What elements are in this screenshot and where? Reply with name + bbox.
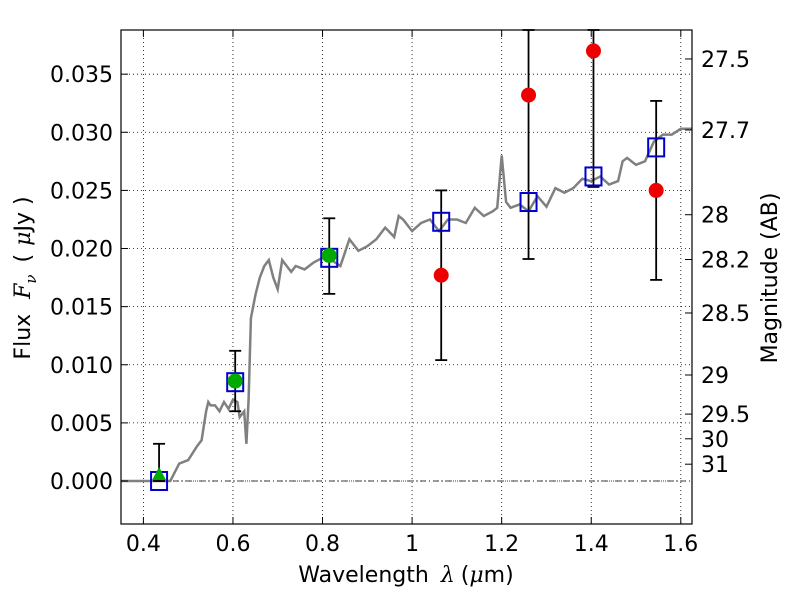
x-tick-label: 0.8 <box>305 532 340 557</box>
y-axis-label-unit-close: Jy ) <box>11 196 36 233</box>
y2-tick-label: 28.2 <box>701 249 750 274</box>
circle-marker <box>521 87 537 103</box>
x-tick-label: 0.6 <box>215 532 250 557</box>
y-axis-label-unit-mu: μ <box>11 232 36 246</box>
circle-marker <box>433 267 449 283</box>
square-marker <box>584 166 603 187</box>
y-axis-label-text: Flux <box>11 314 36 360</box>
y-tick-label: 0.000 <box>50 470 113 495</box>
y-tick-label: 0.030 <box>50 121 113 146</box>
y2-tick-label: 29.5 <box>701 403 750 428</box>
y2-tick-label: 30 <box>701 428 729 453</box>
y-tick-label: 0.015 <box>50 296 113 321</box>
y2-tick-label: 28 <box>701 204 729 229</box>
error-bars <box>153 29 663 482</box>
square-marker <box>519 192 538 213</box>
y-axis-label-subscript: ν <box>22 274 40 283</box>
x-axis-label: Wavelength λ (μm) <box>298 563 513 588</box>
x-axis-label-unit-close: m) <box>484 563 514 588</box>
axis-ticks: 0.4 0.6 0.8 1 1.2 1.4 1.6 0.000 0.005 0.010 0.015 0… <box>50 30 750 557</box>
y-tick-label: 0.010 <box>50 354 113 379</box>
square-marker <box>432 211 451 232</box>
x-tick-label: 1.4 <box>574 532 609 557</box>
x-axis-label-unit-open: ( <box>461 563 470 588</box>
x-axis-label-symbol: λ <box>440 563 455 588</box>
circle-marker <box>227 373 243 389</box>
model-spectrum-line <box>121 127 692 483</box>
x-tick-label: 0.4 <box>126 532 161 557</box>
triangle-marker <box>152 467 167 481</box>
x-axis-label-unit-mu: μ <box>469 563 483 588</box>
y-tick-label: 0.005 <box>50 412 113 437</box>
svg-text:Flux Fν(μJy ): Flux Fν ( μJy ) <box>11 196 40 359</box>
y2-tick-label: 31 <box>701 453 729 478</box>
y-axis-label: Flux Fν ( μJy ) <box>11 196 40 359</box>
y2-axis-label: Magnitude (AB) <box>758 193 783 364</box>
square-marker <box>226 372 245 393</box>
y2-tick-label: 29 <box>701 364 729 389</box>
circle-marker <box>585 43 601 59</box>
circle-marker <box>321 247 337 263</box>
plot-frame <box>120 29 693 525</box>
y2-tick-label: 27.5 <box>701 48 750 73</box>
square-marker <box>647 137 666 158</box>
x-tick-label: 1 <box>405 532 419 557</box>
y-axis-label-unit-open: ( <box>11 254 36 263</box>
y2-tick-label: 28.5 <box>701 302 750 327</box>
y2-axis-label-text: Magnitude (AB) <box>758 193 783 364</box>
grid-lines <box>121 30 692 524</box>
y-axis-label-symbol: F <box>11 283 36 300</box>
y-tick-label: 0.025 <box>50 179 113 204</box>
x-tick-label: 1.6 <box>663 532 698 557</box>
x-tick-label: 1.2 <box>484 532 519 557</box>
y-tick-label: 0.035 <box>50 63 113 88</box>
x-axis-label-text: Wavelength <box>298 563 429 588</box>
circle-marker <box>648 182 664 198</box>
data-markers <box>150 43 666 491</box>
y-tick-label: 0.020 <box>50 238 113 263</box>
y2-tick-label: 27.7 <box>701 119 750 144</box>
